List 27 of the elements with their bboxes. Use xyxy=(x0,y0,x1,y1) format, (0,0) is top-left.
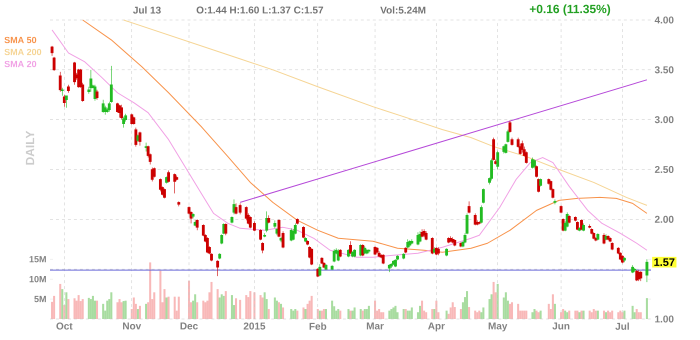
text: Jul 13 xyxy=(133,6,161,14)
x-tick-label: Jun xyxy=(552,322,570,330)
y-tick-label: 3.50 xyxy=(654,66,674,74)
text: O:1.44 H:1.60 L:1.37 C:1.57 xyxy=(196,6,324,14)
text: SMA 20 xyxy=(4,60,36,68)
x-tick-label: Feb xyxy=(310,322,326,330)
text: SMA 200 xyxy=(4,48,42,56)
x-tick-label: Oct xyxy=(56,322,73,330)
x-tick-label: 2015 xyxy=(244,322,266,330)
text: Vol:5.24M xyxy=(380,6,426,14)
y2-tick-label: 5M xyxy=(34,296,46,302)
x-tick-label: Nov xyxy=(123,322,142,330)
x-tick-label: Mar xyxy=(366,322,384,330)
x-tick-label: Jul xyxy=(615,322,629,330)
x-tick-label: Apr xyxy=(428,322,445,332)
x-tick-label: Dec xyxy=(180,322,198,330)
x-tick-label: May xyxy=(488,322,508,332)
text: +0.16 (11.35%) xyxy=(530,4,610,16)
y-tick-label: 3.00 xyxy=(654,116,674,124)
y-tick-label: 4.00 xyxy=(654,16,674,24)
y-tick-label: 1.00 xyxy=(655,315,674,323)
annotation: 1.57 xyxy=(654,258,674,266)
y-tick-label: 2.00 xyxy=(654,216,674,223)
y2-tick-label: 15M xyxy=(30,256,46,262)
y-tick-label: 2.50 xyxy=(654,166,674,174)
text: SMA 50 xyxy=(4,36,36,44)
y2-tick-label: 10M xyxy=(30,276,46,282)
